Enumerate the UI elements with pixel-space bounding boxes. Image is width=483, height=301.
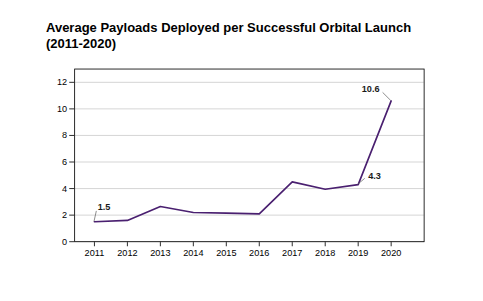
svg-text:2018: 2018 (315, 247, 335, 257)
svg-text:2014: 2014 (183, 247, 203, 257)
svg-text:1.5: 1.5 (98, 201, 111, 211)
svg-text:10: 10 (57, 103, 67, 113)
svg-text:2011: 2011 (85, 247, 105, 257)
svg-text:4.3: 4.3 (368, 171, 381, 181)
svg-text:2015: 2015 (216, 247, 236, 257)
svg-text:0: 0 (62, 236, 67, 246)
svg-text:2016: 2016 (249, 247, 269, 257)
svg-text:10.6: 10.6 (362, 84, 380, 94)
html-text:Average Payloads Deployed per: Average Payloads Deployed per Successful… (46, 20, 412, 52)
svg-text:8: 8 (62, 130, 67, 140)
svg-text:2019: 2019 (348, 247, 368, 257)
svg-text:6: 6 (62, 156, 67, 166)
svg-text:4: 4 (62, 183, 67, 193)
svg-text:12: 12 (57, 77, 67, 87)
svg-text:2017: 2017 (282, 247, 302, 257)
svg-text:2: 2 (62, 210, 67, 220)
svg-text:2012: 2012 (117, 247, 137, 257)
svg-text:2020: 2020 (381, 247, 401, 257)
svg-text:2013: 2013 (150, 247, 170, 257)
